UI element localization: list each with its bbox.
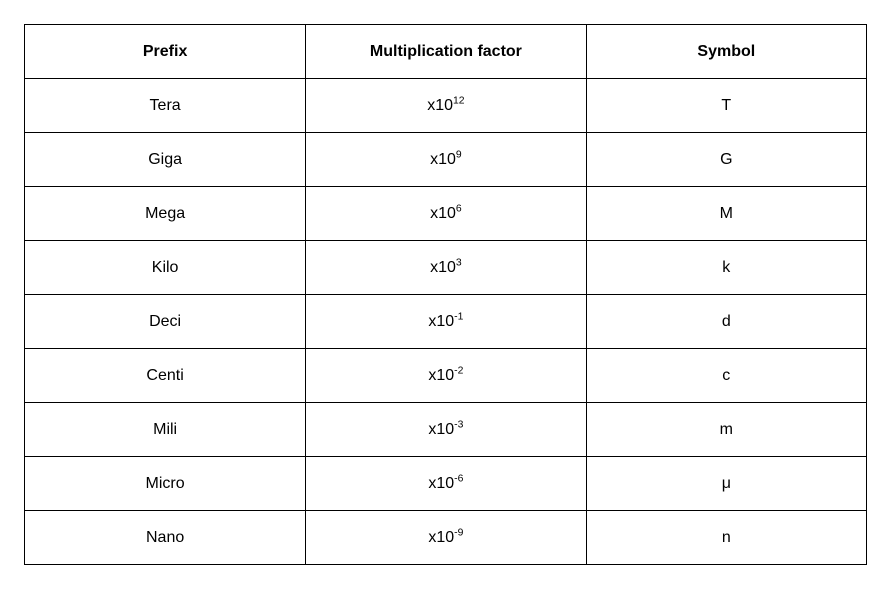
table-row: Decix10-1d: [25, 295, 867, 349]
factor-base: x10: [428, 421, 454, 438]
table-row: Kilox103k: [25, 241, 867, 295]
cell-factor: x10-3: [306, 403, 586, 457]
factor-exponent: -6: [454, 473, 463, 484]
cell-prefix: Mega: [25, 187, 306, 241]
cell-factor: x1012: [306, 79, 586, 133]
factor-base: x10: [430, 151, 456, 168]
cell-factor: x109: [306, 133, 586, 187]
factor-base: x10: [428, 529, 454, 546]
factor-exponent: 3: [456, 257, 462, 268]
cell-symbol: M: [586, 187, 866, 241]
si-prefix-table: Prefix Multiplication factor Symbol Tera…: [24, 24, 867, 565]
factor-base: x10: [428, 313, 454, 330]
cell-prefix: Micro: [25, 457, 306, 511]
cell-prefix: Mili: [25, 403, 306, 457]
cell-symbol: m: [586, 403, 866, 457]
cell-prefix: Giga: [25, 133, 306, 187]
cell-factor: x10-6: [306, 457, 586, 511]
factor-exponent: -1: [454, 311, 463, 322]
table-row: Terax1012T: [25, 79, 867, 133]
table-header-row: Prefix Multiplication factor Symbol: [25, 25, 867, 79]
table-row: Microx10-6μ: [25, 457, 867, 511]
table-row: Megax106M: [25, 187, 867, 241]
cell-symbol: d: [586, 295, 866, 349]
factor-base: x10: [428, 367, 454, 384]
cell-symbol: n: [586, 511, 866, 565]
table-row: Centix10-2c: [25, 349, 867, 403]
cell-symbol: k: [586, 241, 866, 295]
factor-base: x10: [427, 97, 453, 114]
factor-exponent: 6: [456, 203, 462, 214]
cell-factor: x10-2: [306, 349, 586, 403]
cell-factor: x106: [306, 187, 586, 241]
factor-base: x10: [430, 205, 456, 222]
cell-factor: x10-1: [306, 295, 586, 349]
cell-prefix: Tera: [25, 79, 306, 133]
cell-symbol: G: [586, 133, 866, 187]
cell-prefix: Nano: [25, 511, 306, 565]
cell-prefix: Centi: [25, 349, 306, 403]
cell-factor: x10-9: [306, 511, 586, 565]
factor-base: x10: [430, 259, 456, 276]
cell-symbol: μ: [586, 457, 866, 511]
cell-prefix: Deci: [25, 295, 306, 349]
cell-prefix: Kilo: [25, 241, 306, 295]
col-header-factor: Multiplication factor: [306, 25, 586, 79]
factor-exponent: -9: [454, 527, 463, 538]
factor-base: x10: [428, 475, 454, 492]
table-row: Nanox10-9n: [25, 511, 867, 565]
table-row: Milix10-3m: [25, 403, 867, 457]
cell-symbol: T: [586, 79, 866, 133]
factor-exponent: -3: [454, 419, 463, 430]
factor-exponent: 9: [456, 149, 462, 160]
factor-exponent: -2: [454, 365, 463, 376]
col-header-prefix: Prefix: [25, 25, 306, 79]
cell-symbol: c: [586, 349, 866, 403]
factor-exponent: 12: [453, 95, 465, 106]
cell-factor: x103: [306, 241, 586, 295]
col-header-symbol: Symbol: [586, 25, 866, 79]
table-row: Gigax109G: [25, 133, 867, 187]
table-body: Terax1012TGigax109GMegax106MKilox103kDec…: [25, 79, 867, 565]
